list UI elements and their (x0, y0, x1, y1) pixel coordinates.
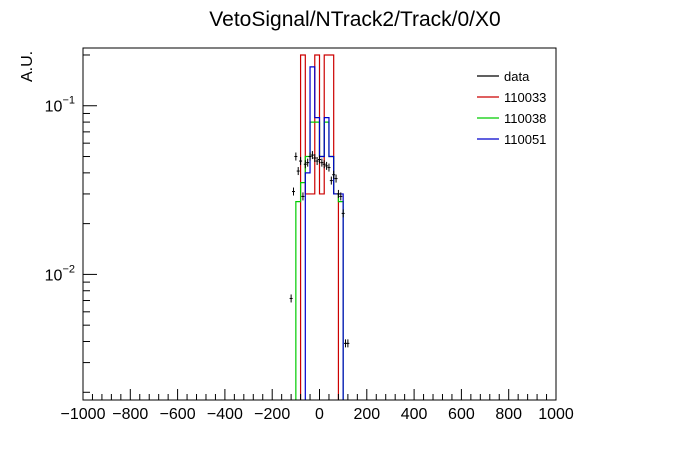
x-tick-label: −800 (112, 406, 148, 423)
legend-entry-2: 110038 (504, 111, 546, 126)
legend-entry-0: data (504, 69, 530, 84)
x-tick-label: −200 (254, 406, 290, 423)
series-step-3 (304, 66, 344, 400)
x-tick-label: −1000 (61, 406, 106, 423)
plot-area (289, 54, 350, 400)
y-tick-label-exponent: −2 (62, 263, 75, 275)
axes: −1000 −800 −600 −400 −200 0 200 400 600 800 1000 10… (45, 47, 574, 423)
x-tick-label: 800 (495, 406, 522, 423)
y-tick-label-exponent: −1 (62, 95, 75, 107)
x-tick-label: 600 (448, 406, 475, 423)
x-tick-label: 0 (315, 406, 324, 423)
legend-entry-1: 110033 (504, 90, 546, 105)
y-tick-label-base: 10 (45, 267, 63, 284)
x-tick-label: −600 (160, 406, 196, 423)
chart-title: VetoSignal/NTrack2/Track/0/X0 (209, 8, 500, 31)
x-tick-label: 1000 (538, 406, 574, 423)
y-tick-label: 10−1 (45, 95, 75, 116)
y-tick-label-base: 10 (45, 99, 63, 116)
x-tick-label: 400 (401, 406, 428, 423)
y-tick-label: 10−2 (45, 263, 75, 284)
x-tick-label: −400 (207, 406, 243, 423)
x-tick-label: 200 (353, 406, 380, 423)
legend: data 110033 110038 110051 (477, 69, 546, 147)
y-axis-label: A.U. (19, 51, 36, 82)
legend-entry-3: 110051 (504, 132, 546, 147)
